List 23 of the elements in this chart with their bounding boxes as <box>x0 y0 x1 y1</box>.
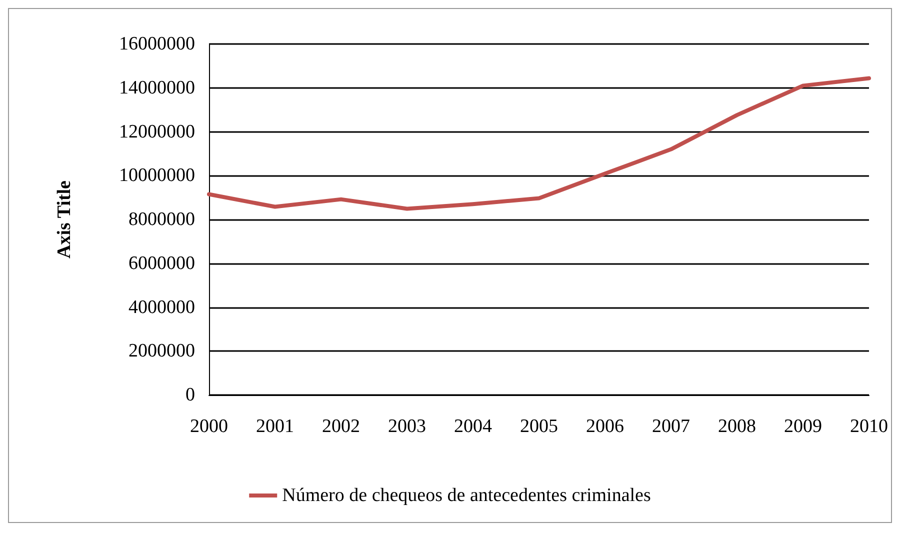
y-tick-label: 8000000 <box>128 209 195 230</box>
x-tick-label: 2009 <box>784 416 822 437</box>
x-tick-label: 2002 <box>322 416 360 437</box>
y-tick-label: 2000000 <box>128 340 195 362</box>
x-tick-label: 2001 <box>256 416 294 437</box>
x-tick-label: 2008 <box>718 416 756 437</box>
y-axis-title: Axis Title <box>54 180 75 258</box>
line-series <box>207 76 871 211</box>
y-tick-label: 4000000 <box>128 296 195 318</box>
x-tick-label: 2007 <box>652 416 690 437</box>
x-tick-label: 2010 <box>850 416 888 437</box>
x-tick-label: 2000 <box>190 416 228 437</box>
y-tick-label: 0 <box>186 384 195 406</box>
x-tick-label: 2004 <box>454 416 492 437</box>
x-tick-label: 2005 <box>520 416 558 437</box>
x-tick-label: 2006 <box>586 416 624 437</box>
y-tick-label: 10000000 <box>119 165 195 186</box>
legend-label: Número de chequeos de antecedentes criminales <box>282 485 651 506</box>
y-tick-label: 16000000 <box>119 34 195 54</box>
y-tick-label: 6000000 <box>128 252 195 274</box>
y-tick-label: 14000000 <box>119 77 195 98</box>
x-tick-label: 2003 <box>388 416 426 437</box>
y-tick-label: 12000000 <box>119 121 195 142</box>
